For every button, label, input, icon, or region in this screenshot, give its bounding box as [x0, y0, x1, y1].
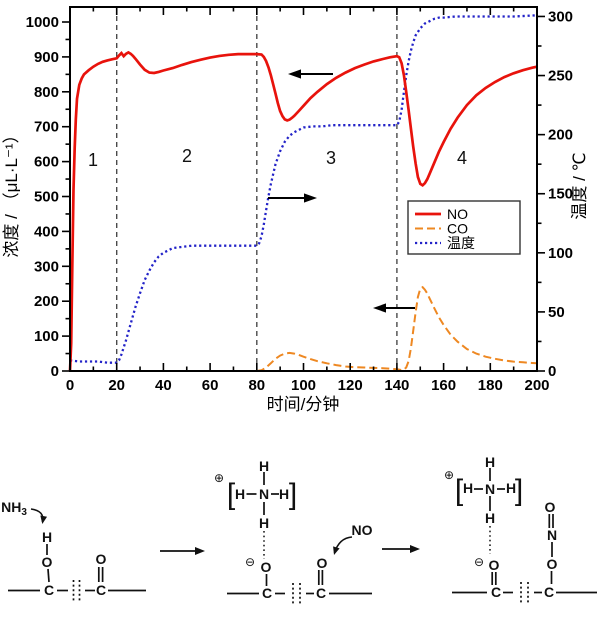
nh3-attack-arrow-head	[40, 515, 48, 524]
left-axis-title: 浓度 / （μL·L⁻¹）	[2, 126, 21, 257]
minus-charge: ⊖	[245, 555, 255, 569]
atom-label: O	[317, 555, 328, 571]
atom-label: C	[491, 584, 501, 600]
right-tick-label: 50	[548, 304, 565, 321]
right-tick-label: 0	[548, 363, 556, 380]
bracket: [	[455, 474, 464, 507]
left-tick-label: 600	[34, 154, 59, 171]
no-attack-arrow-head	[333, 546, 340, 555]
bracket: ]	[289, 478, 297, 511]
x-tick-label: 160	[431, 377, 456, 394]
region-label: 2	[182, 146, 192, 166]
atom-label: H	[485, 510, 495, 526]
x-tick-label: 60	[202, 377, 219, 394]
x-tick-label: 140	[384, 377, 409, 394]
nh3-attack-arrow	[30, 508, 44, 523]
left-tick-label: 1000	[26, 14, 59, 31]
x-tick-label: 80	[248, 377, 265, 394]
x-tick-label: 200	[524, 377, 549, 394]
bracket: ]	[515, 474, 523, 507]
plot-border	[69, 6, 538, 372]
atom-label: C	[316, 585, 326, 601]
left-tick-label: 500	[34, 189, 59, 206]
atom-label: C	[262, 585, 272, 601]
region-label: 1	[88, 150, 98, 170]
legend-label-co: CO	[447, 221, 468, 237]
atom-label: O	[545, 499, 556, 515]
atom-label: H	[506, 480, 516, 496]
legend-box	[407, 200, 521, 255]
x-tick-label: 100	[291, 377, 316, 394]
atom-label: N	[259, 486, 269, 502]
atom-label: H	[485, 454, 495, 470]
atom-label: C	[544, 584, 554, 600]
right-tick-label: 200	[548, 127, 573, 144]
region-label: 4	[457, 148, 467, 168]
left-tick-label: 400	[34, 223, 59, 240]
right-axis-title: 温度 / ℃	[570, 152, 589, 219]
minus-charge: ⊖	[474, 555, 484, 569]
x-tick-label: 120	[338, 377, 363, 394]
legend-label-no: NO	[447, 206, 468, 222]
left-tick-label: 300	[34, 258, 59, 275]
left-tick-label: 200	[34, 293, 59, 310]
bond	[47, 568, 50, 583]
atom-label: H	[259, 515, 269, 531]
atom-label: N	[547, 527, 557, 543]
region-label: 3	[326, 148, 336, 168]
atom-label: C	[96, 582, 106, 598]
atom-label: N	[485, 481, 495, 497]
atom-label: C	[44, 582, 54, 598]
axis-indicator-arrowhead	[373, 303, 386, 313]
concentration-temperature-chart: 0 20 40 60 80 100 120 140 160 180 2000100200300400…	[2, 6, 589, 414]
atom-label: H	[279, 486, 289, 502]
axis-indicator-arrowhead	[288, 69, 301, 79]
atom-label: O	[96, 551, 107, 567]
x-tick-label: 20	[108, 377, 125, 394]
atom-label: H	[42, 529, 52, 545]
atom-label: O	[547, 556, 558, 572]
reaction-arrowhead	[410, 545, 420, 553]
atom-label: H	[463, 480, 473, 496]
x-tick-label: 40	[155, 377, 172, 394]
x-tick-label: 0	[66, 377, 74, 394]
atom-label: O	[261, 559, 272, 575]
plus-charge: ⊕	[214, 471, 224, 485]
left-tick-label: 0	[51, 363, 59, 380]
atom-label: O	[489, 557, 500, 573]
x-tick-label: 180	[478, 377, 503, 394]
no-curve	[68, 50, 538, 372]
atom-label: O	[42, 554, 53, 570]
right-tick-label: 300	[548, 8, 573, 25]
atom-label: H	[259, 458, 269, 474]
temp-curve	[69, 14, 538, 364]
co-curve	[256, 285, 538, 372]
axis-indicator-arrowhead	[304, 193, 317, 203]
atom-label: H	[235, 486, 245, 502]
legend-label-temp: 温度	[447, 235, 475, 251]
plus-charge: ⊕	[444, 468, 454, 482]
reaction-arrowhead	[195, 547, 205, 555]
right-tick-label: 250	[548, 68, 573, 85]
bracket: [	[227, 478, 236, 511]
no-label: NO	[352, 522, 373, 538]
right-tick-label: 150	[548, 186, 573, 203]
right-tick-label: 100	[548, 245, 573, 262]
x-axis-title: 时间/分钟	[267, 395, 340, 414]
chart-generated-content: 0 20 40 60 80 100 120 140 160 180 2000100200300400…	[26, 6, 573, 394]
left-tick-label: 800	[34, 84, 59, 101]
left-tick-label: 700	[34, 119, 59, 136]
left-tick-label: 900	[34, 49, 59, 66]
left-tick-label: 100	[34, 328, 59, 345]
nh3-label: NH3	[1, 499, 27, 518]
